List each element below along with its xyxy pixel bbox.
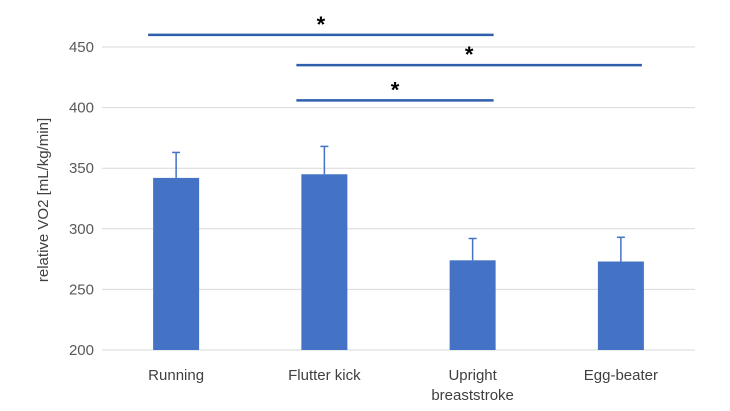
error-bars — [172, 145, 625, 262]
x-category-label: Upright — [448, 367, 497, 384]
x-axis-labels: Running Flutter kick Upright breaststroke Eg… — [148, 367, 658, 404]
y-tick-label: 200 — [69, 342, 94, 359]
bar — [153, 177, 200, 350]
y-tick-label: 450 — [69, 39, 94, 56]
x-category-label: breaststroke — [431, 387, 514, 404]
y-axis-title: relative VO2 [mL/kg/min] — [35, 118, 52, 282]
significance-star: * — [317, 12, 326, 37]
x-category-label: Running — [148, 367, 204, 384]
y-tick-label: 350 — [69, 160, 94, 177]
bar — [449, 260, 496, 350]
bars — [153, 174, 644, 350]
y-tick-label: 400 — [69, 100, 94, 117]
x-category-label: Egg-beater — [584, 367, 658, 384]
significance-star: * — [465, 42, 474, 67]
significance-markers: * * * — [148, 12, 642, 102]
y-tick-label: 250 — [69, 281, 94, 298]
bar — [597, 261, 644, 350]
y-axis-ticks: 200 250 300 350 400 450 — [69, 39, 94, 359]
y-tick-label: 300 — [69, 221, 94, 238]
x-category-label: Flutter kick — [288, 367, 361, 384]
gridlines — [102, 46, 695, 351]
bar — [301, 174, 348, 350]
significance-star: * — [391, 77, 400, 102]
